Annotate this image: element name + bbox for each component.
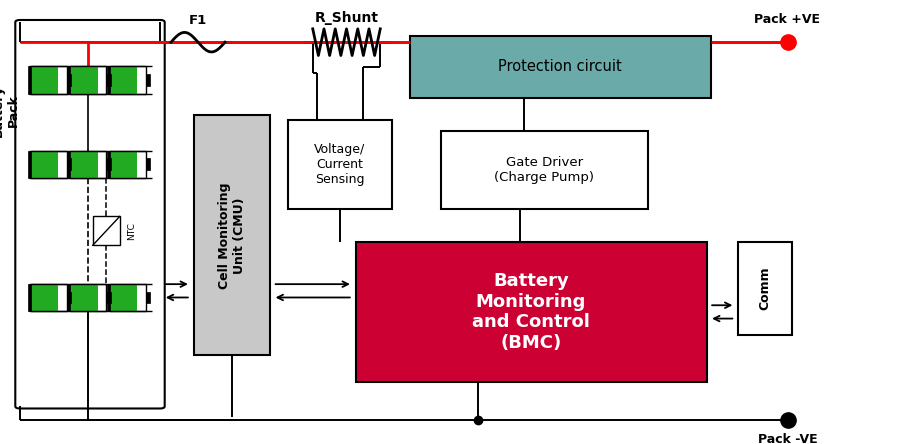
Bar xyxy=(68,66,70,94)
Bar xyxy=(31,66,67,94)
Bar xyxy=(110,66,146,94)
Bar xyxy=(31,151,58,178)
Bar xyxy=(110,151,137,178)
Text: NTC: NTC xyxy=(127,222,136,240)
FancyBboxPatch shape xyxy=(15,20,165,408)
Bar xyxy=(410,36,711,98)
Bar xyxy=(67,74,71,86)
Bar xyxy=(70,284,97,311)
Bar xyxy=(31,284,58,311)
Bar xyxy=(70,151,97,178)
Bar xyxy=(93,217,120,245)
Text: Pack +VE: Pack +VE xyxy=(754,12,821,26)
Text: Gate Driver
(Charge Pump): Gate Driver (Charge Pump) xyxy=(494,156,595,184)
Bar xyxy=(31,151,67,178)
Bar xyxy=(106,159,111,170)
Bar xyxy=(107,151,110,178)
Bar xyxy=(110,151,146,178)
Text: Pack -VE: Pack -VE xyxy=(758,433,817,444)
Bar xyxy=(28,151,31,178)
Text: Battery
Pack: Battery Pack xyxy=(0,85,21,137)
Bar xyxy=(70,66,97,94)
Bar xyxy=(31,284,67,311)
Bar xyxy=(106,292,111,303)
Bar xyxy=(110,66,137,94)
Bar xyxy=(106,74,111,86)
Text: Battery
Monitoring
and Control
(BMC): Battery Monitoring and Control (BMC) xyxy=(472,272,590,352)
Bar xyxy=(28,284,31,311)
Text: Cell Monitoring
Unit (CMU): Cell Monitoring Unit (CMU) xyxy=(218,182,246,289)
Bar xyxy=(441,131,648,209)
Bar xyxy=(31,66,58,94)
Text: R_Shunt: R_Shunt xyxy=(314,11,379,25)
Bar xyxy=(68,284,70,311)
Text: Comm: Comm xyxy=(759,267,771,310)
Bar xyxy=(107,66,110,94)
Bar xyxy=(70,284,106,311)
Bar xyxy=(110,284,146,311)
Bar xyxy=(194,115,270,355)
Text: F1: F1 xyxy=(189,14,207,28)
Bar xyxy=(110,284,137,311)
Bar xyxy=(28,66,31,94)
Bar xyxy=(67,292,71,303)
Bar xyxy=(70,66,106,94)
Bar xyxy=(68,151,70,178)
Bar xyxy=(146,159,150,170)
Text: Protection circuit: Protection circuit xyxy=(499,59,622,74)
Bar xyxy=(356,242,706,382)
Bar xyxy=(146,292,150,303)
Bar xyxy=(146,74,150,86)
Bar xyxy=(738,242,792,335)
Bar xyxy=(67,159,71,170)
Text: Voltage/
Current
Sensing: Voltage/ Current Sensing xyxy=(314,143,365,186)
Bar xyxy=(288,120,392,209)
Bar xyxy=(107,284,110,311)
Bar xyxy=(70,151,106,178)
